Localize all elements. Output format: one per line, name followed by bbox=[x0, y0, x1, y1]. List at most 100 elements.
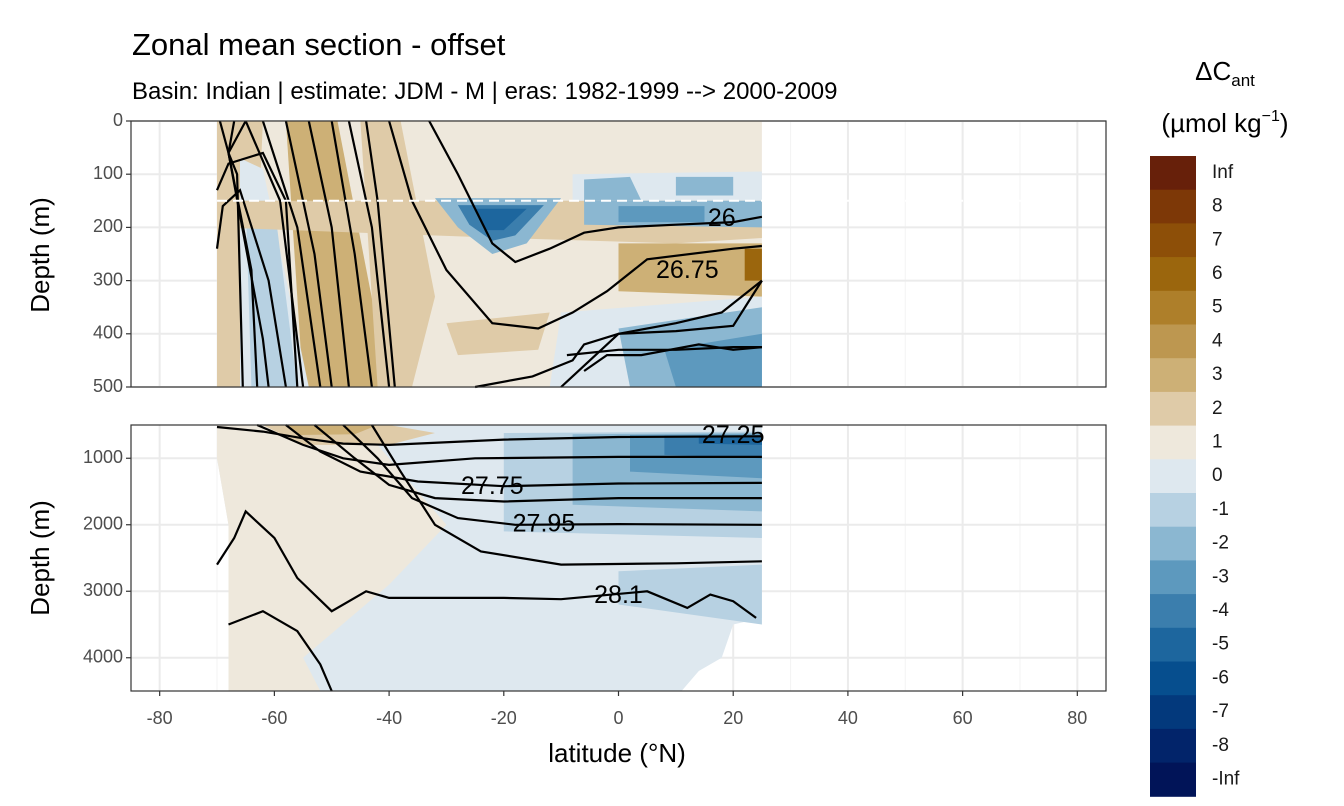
legend-color-key bbox=[1150, 391, 1196, 427]
legend-label: -8 bbox=[1212, 735, 1229, 756]
contour-line bbox=[216, 509, 757, 619]
legend-title: ΔCant bbox=[1195, 56, 1255, 90]
legend-label: 2 bbox=[1212, 398, 1223, 419]
x-tick-label: -40 bbox=[376, 708, 402, 728]
legend-label: 6 bbox=[1212, 263, 1223, 284]
field-negative-core bbox=[475, 208, 527, 231]
x-tick-label: -60 bbox=[261, 708, 287, 728]
legend-color-key bbox=[1150, 156, 1196, 191]
legend-color-key bbox=[1150, 189, 1196, 224]
legend-label: -5 bbox=[1212, 634, 1229, 655]
y-tick-label: 100 bbox=[93, 163, 123, 183]
y-tick-label: 300 bbox=[93, 269, 123, 289]
density-contours bbox=[216, 423, 762, 692]
contour-line bbox=[428, 120, 763, 264]
y-tick-label: 3000 bbox=[83, 580, 123, 600]
legend-label: 1 bbox=[1212, 431, 1223, 452]
field-positive-core bbox=[285, 425, 378, 435]
contour-line bbox=[307, 120, 350, 388]
x-tick-label: 0 bbox=[613, 708, 623, 728]
legend-label: -3 bbox=[1212, 566, 1229, 587]
legend-color-key bbox=[1150, 324, 1196, 359]
legend-color-key bbox=[1150, 728, 1196, 764]
legend-color-key bbox=[1150, 661, 1196, 696]
field-positive-layer bbox=[618, 243, 762, 297]
legend-label: Inf bbox=[1212, 162, 1234, 183]
y-tick-label: 500 bbox=[93, 376, 123, 396]
contour-label: 26.75 bbox=[656, 256, 719, 284]
legend-label: 7 bbox=[1212, 229, 1223, 250]
legend-color-key bbox=[1150, 695, 1196, 730]
legend-color-key bbox=[1150, 223, 1196, 258]
panel-border bbox=[130, 120, 1107, 388]
legend-color-key bbox=[1150, 459, 1196, 494]
contour-line bbox=[285, 424, 762, 488]
contour-line bbox=[342, 424, 762, 526]
x-tick-label: 80 bbox=[1067, 708, 1087, 728]
contour-line bbox=[347, 120, 391, 388]
field-negative-patch bbox=[675, 176, 734, 196]
filled-contours bbox=[217, 425, 762, 691]
legend-label: -7 bbox=[1212, 701, 1229, 722]
field-positive-spot bbox=[744, 248, 762, 281]
y-tick-label: 0 bbox=[113, 110, 123, 130]
contour-line bbox=[244, 120, 305, 388]
contour-line bbox=[228, 609, 333, 692]
contour-label: 26 bbox=[708, 204, 736, 232]
y-tick-label: 4000 bbox=[83, 647, 123, 667]
legend-label: 3 bbox=[1212, 364, 1223, 385]
field-negative-layer bbox=[618, 206, 705, 223]
legend-color-key bbox=[1150, 358, 1196, 393]
legend-label: 8 bbox=[1212, 196, 1223, 217]
y-tick-label: 200 bbox=[93, 216, 123, 236]
legend-color-key bbox=[1150, 425, 1196, 460]
contour-line bbox=[284, 120, 333, 388]
density-contours bbox=[215, 120, 763, 389]
contour-line bbox=[560, 280, 763, 388]
upper-panel: 26 26.75 0 100 200 300 400 500 bbox=[93, 110, 1107, 396]
contour-line bbox=[215, 188, 287, 388]
field-band-positive bbox=[360, 121, 435, 387]
y-tick-label: 400 bbox=[93, 323, 123, 343]
x-tick-label: -20 bbox=[491, 708, 517, 728]
colorbar-legend: ΔCant (µmol kg−1) Inf 8 7 6 5 4 3 2 1 0 -1 -2 -3 -4 -5… bbox=[1150, 56, 1289, 797]
contour-line bbox=[330, 120, 373, 388]
legend-label: -Inf bbox=[1212, 768, 1240, 789]
y-tick-label: 2000 bbox=[83, 514, 123, 534]
field-negative-patch bbox=[584, 176, 642, 201]
x-tick-label: 60 bbox=[953, 708, 973, 728]
x-axis-title: latitude (°N) bbox=[548, 738, 686, 768]
legend-color-key bbox=[1150, 594, 1196, 629]
legend-label: 0 bbox=[1212, 465, 1223, 486]
y-axis-title-upper: Depth (m) bbox=[25, 197, 55, 313]
contour-label: 28.1 bbox=[594, 581, 643, 609]
legend-label: -1 bbox=[1212, 499, 1229, 520]
legend-label: -6 bbox=[1212, 667, 1229, 688]
legend-color-key bbox=[1150, 762, 1196, 797]
contour-line bbox=[388, 120, 763, 330]
y-axis-title-lower: Depth (m) bbox=[25, 500, 55, 616]
field-negative-core bbox=[698, 435, 762, 445]
x-tick-label: 40 bbox=[838, 708, 858, 728]
contour-label: 27.75 bbox=[461, 472, 524, 500]
legend-label: 4 bbox=[1212, 330, 1223, 351]
field-positive-patch bbox=[446, 312, 550, 356]
field-positive-region bbox=[217, 425, 447, 691]
legend-label: -4 bbox=[1212, 600, 1229, 621]
contour-label: 27.95 bbox=[513, 509, 576, 537]
legend-label: -2 bbox=[1212, 533, 1229, 554]
contour-line bbox=[261, 120, 322, 388]
field-negative-deep bbox=[618, 564, 762, 625]
y-tick-label: 1000 bbox=[83, 447, 123, 467]
contour-line bbox=[474, 279, 763, 389]
chart-subtitle: Basin: Indian | estimate: JDM - M | eras… bbox=[132, 78, 838, 105]
legend-color-key bbox=[1150, 627, 1196, 662]
contour-line bbox=[216, 425, 762, 447]
x-tick-label: 20 bbox=[723, 708, 743, 728]
contour-line bbox=[313, 424, 762, 503]
contour-line bbox=[256, 423, 762, 467]
contour-line bbox=[370, 424, 762, 566]
legend-color-key bbox=[1150, 560, 1196, 595]
